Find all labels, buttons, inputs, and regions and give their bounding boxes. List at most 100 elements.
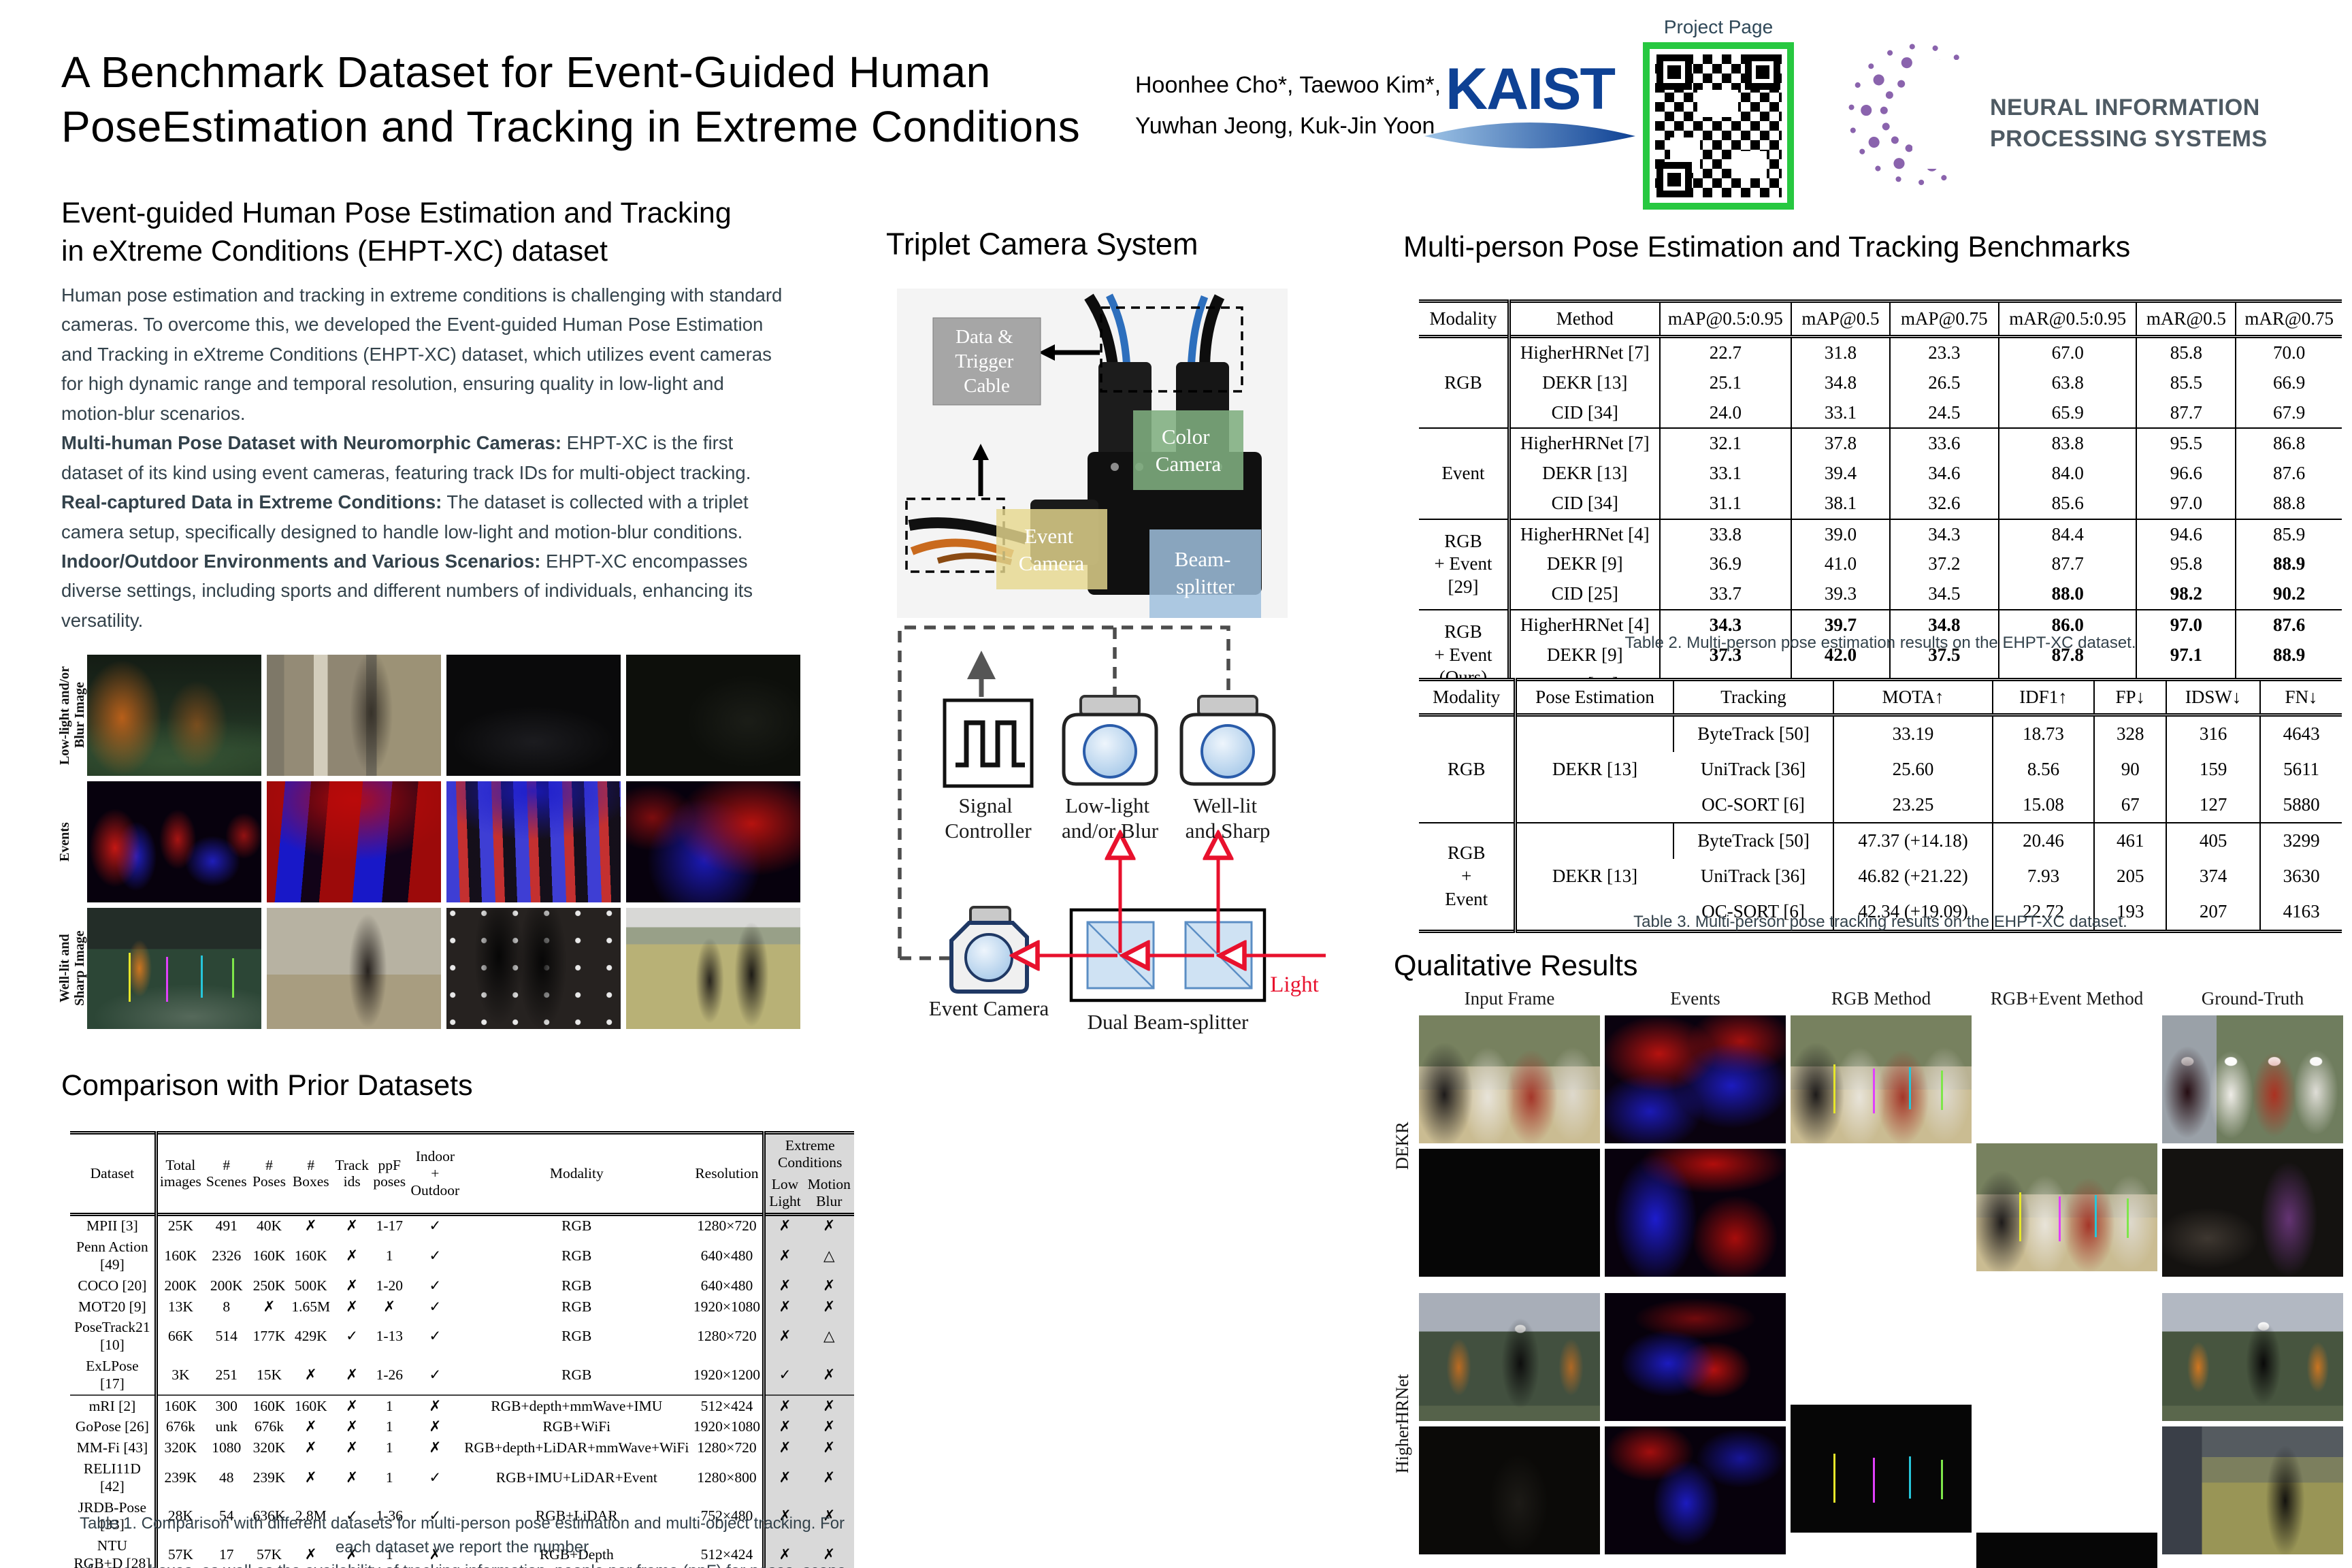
table-cell: 66.9 [2235,368,2342,398]
table-cell: 752×480 [700,1507,753,1524]
table-cell: 374 [2166,859,2261,894]
table-row: UniTrack [36] 25.60 8.56 90 159 5611 [1419,751,2342,787]
table-cell: ✗ [333,1394,372,1417]
sample-image-blur-3 [446,655,621,776]
table-cell: CID [34] [1507,397,1660,429]
table-cell: 250K [252,1277,286,1294]
table-cell: 1920×1200 [693,1366,760,1383]
table-cell: ✗ [346,1469,359,1486]
table-row: DEKR [13] 25.1 34.8 26.5 63.8 85.5 66.9 [1419,368,2342,398]
table-row: CID [34] 31.1 38.1 32.6 85.6 97.0 88.8 [1419,488,2342,519]
poster-title-line1: A Benchmark Dataset for Event-Guided Hum… [61,48,991,97]
table-cell: 23.3 [1889,336,1999,368]
table-cell: ✗ [346,1546,359,1563]
table1-caption: Table 1. Comparison with different datas… [78,1514,847,1568]
table-cell: RGB [561,1298,592,1315]
table-cell: 1 [385,1546,393,1563]
table-cell: 1 [371,1394,408,1417]
camera-blur-icon [1062,695,1158,786]
dashed-box-orange-cable [905,497,1005,573]
event-camera-icon [949,906,1029,994]
table-cell: ✗ [429,1546,442,1563]
table-cell: RGB [561,1247,592,1264]
qual-image [2162,1015,2343,1143]
table-cell: 42.34 (+19.09) [1833,894,1993,932]
table-cell: 57K [256,1546,282,1563]
table-cell: 18.73 [1991,715,2095,752]
table-cell: 239K [252,1469,286,1486]
table-cell: ✗ [304,1418,317,1435]
table-cell: 67.0 [1998,336,2137,368]
sample-image-sharp-1 [87,908,261,1029]
table-row: NTU RGB+D [28] 57K 17 57K ✗ ✗ 1 ✗ RGB+Depth 512×4… [70,1535,854,1568]
table-cell: 160K [252,1247,286,1264]
table-cell: 33.6 [1889,427,1999,459]
table-cell: ✗ [346,1366,359,1383]
table-cell: 5880 [2259,787,2342,823]
table-cell: ✗ [804,1356,854,1396]
modality-cell: Event [1419,427,1509,519]
table-cell: 28K [154,1497,203,1536]
table-row: RGB + Event (Ours)HigherHRNet [4]34.339.… [1419,608,2342,702]
project-page-label[interactable]: Project Page [1663,16,1774,37]
qual-col-input: Input Frame [1464,988,1555,1009]
table-cell: 160K [294,1247,327,1264]
table-cell: 87.6 [2235,459,2342,489]
table-cell: RELI11D [42] [83,1460,141,1494]
table-cell: 1-36 [376,1507,403,1524]
table-cell: ✗ [304,1469,317,1486]
table-cell: NTU RGB+D [28] [74,1537,151,1568]
camera-sharp-icon [1179,695,1276,786]
t1-group-extreme: Extreme Conditions [762,1132,854,1174]
table-cell: ✗ [304,1439,317,1456]
table-cell: 3299 [2259,822,2342,860]
table-cell: 66K [154,1317,203,1356]
table-cell: ✗ [346,1247,359,1264]
table-cell: OC-SORT [6] [1701,900,1805,921]
table-cell: 3K [154,1356,203,1396]
table-cell: 160K [154,1394,203,1417]
table-cell: 67 [2093,787,2167,823]
table-cell: RGB [561,1218,592,1235]
table-cell: 36.9 [1659,549,1792,580]
light-path-arrows [1018,838,1326,956]
qual-image [1419,1426,1600,1554]
table-cell: 512×424 [691,1394,764,1417]
table-cell: HigherHRNet [4] [1507,518,1660,550]
table-cell: ✗ [762,1416,804,1438]
table-cell: 5611 [2259,751,2342,787]
qual-image [1605,1293,1786,1421]
table-cell: RGB [561,1328,592,1345]
table-cell: HigherHRNet [7] [1507,427,1660,459]
table-cell: 1 [385,1418,393,1435]
table-cell: 127 [2166,787,2261,823]
qual-image [1605,1426,1786,1554]
label-box-event-camera [996,509,1107,589]
table-cell: ✗ [762,1458,804,1498]
table-cell: RGB [561,1366,592,1383]
table-cell: 85.5 [2136,368,2236,398]
table-cell: 31.8 [1791,336,1890,368]
table-cell: 23.25 [1833,787,1993,823]
table-cell: ✗ [304,1366,317,1383]
table-cell: 34.5 [1889,579,1999,610]
label-box-data-trigger [932,317,1041,406]
table-cell: 193 [2093,894,2167,932]
label-beam-splitter: Beam- splitter [1175,547,1236,598]
table-cell: 207 [2166,894,2261,932]
table-cell: 39.4 [1791,459,1890,489]
table-cell: MOT20 [9] [78,1298,146,1315]
table-cell: 70.0 [2235,336,2342,368]
table-row: UniTrack [36] 46.82 (+21.22) 7.93 205 374 363… [1419,859,2342,894]
table-cell: 95.5 [2136,427,2236,459]
table-cell: JRDB-Pose [33] [78,1499,147,1533]
kaist-logo-text: KAIST [1446,56,1616,122]
table-cell: ✓ [429,1366,442,1383]
table-cell: DEKR [9] [1507,640,1660,670]
table-cell: 22.72 [1991,894,2095,932]
qr-code[interactable] [1643,42,1794,210]
label-event-camera: Event Camera [1019,524,1085,575]
table-cell: 87.7 [1998,549,2137,580]
table-cell: 320K [154,1437,203,1459]
